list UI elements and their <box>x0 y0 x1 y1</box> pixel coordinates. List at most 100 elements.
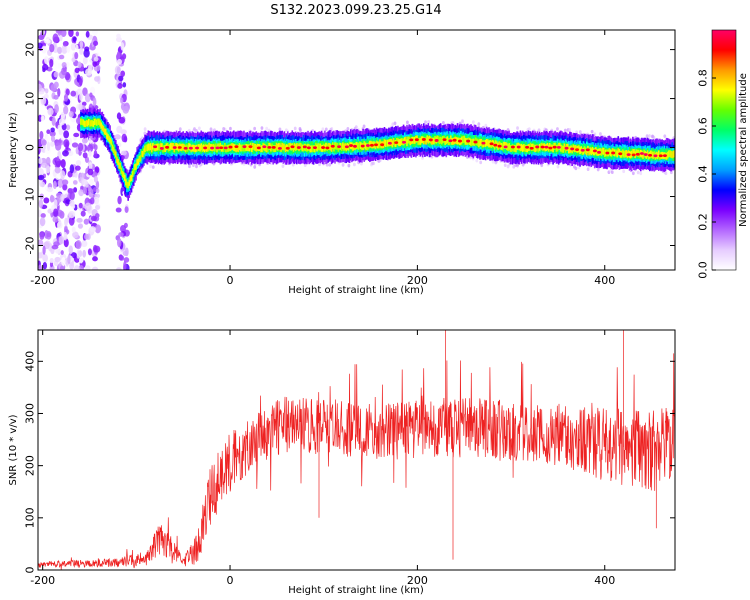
noise-speckle <box>56 221 63 229</box>
noise-speckle <box>45 156 51 166</box>
ridge-band <box>406 139 408 147</box>
ridge-band <box>99 120 101 127</box>
ridge-band <box>476 139 479 146</box>
noise-speckle <box>46 186 54 193</box>
ridge-band <box>403 137 406 145</box>
ridge-peak <box>352 144 357 148</box>
ridge-band <box>90 120 92 127</box>
noise-speckle <box>38 174 45 181</box>
y-tick-label: 0 <box>24 144 37 151</box>
ridge-band <box>650 150 652 158</box>
colorbar-ticks: 0.0 0.2 0.4 0.6 0.8 <box>697 69 716 279</box>
ridge-band <box>397 138 399 146</box>
noise-speckle <box>63 105 69 115</box>
noise-speckle <box>75 239 82 250</box>
ridge-band <box>208 142 210 150</box>
ridge-band <box>400 138 403 146</box>
ridge-peak <box>466 139 471 143</box>
ridge-band <box>533 144 535 152</box>
noise-speckle <box>72 36 77 42</box>
ridge-band <box>529 142 532 150</box>
noise-speckle <box>69 199 75 207</box>
noise-speckle <box>77 250 82 257</box>
noise-speckle <box>46 129 51 135</box>
ridge-band <box>425 137 427 145</box>
noise-speckle <box>88 150 92 157</box>
snr-marks <box>38 330 675 570</box>
ridge-peak <box>618 152 623 156</box>
ridge-halo-speckle <box>663 134 667 138</box>
noise-speckle <box>63 139 70 148</box>
noise-speckle <box>64 225 68 235</box>
noise-speckle <box>62 179 69 186</box>
noise-speckle <box>95 188 100 194</box>
ridge-peak <box>369 143 374 147</box>
ridge-halo-speckle <box>151 165 155 169</box>
noise-speckle <box>46 141 51 151</box>
ridge-band <box>132 168 135 175</box>
ridge-band <box>385 139 388 147</box>
ridge-band <box>140 150 143 157</box>
ridge-band <box>525 145 527 153</box>
ridge-band <box>144 145 146 152</box>
noise-speckle <box>121 150 127 156</box>
noise-speckle <box>65 124 71 131</box>
ridge-halo-speckle <box>209 127 213 132</box>
ridge-band <box>122 172 125 179</box>
x-tick-label: -200 <box>30 574 55 587</box>
noise-speckle <box>74 67 80 74</box>
x-tick-label: 400 <box>594 574 615 587</box>
ridge-halo-speckle <box>477 122 481 126</box>
ridge-peak <box>585 148 590 152</box>
ridge-band <box>127 182 129 189</box>
noise-speckle <box>41 139 47 146</box>
noise-speckle <box>38 199 44 209</box>
ridge-halo-speckle <box>645 134 649 138</box>
ridge-band <box>311 145 314 153</box>
ridge-band <box>387 139 389 147</box>
x-tick-label: 0 <box>227 574 234 587</box>
ridge-band <box>669 150 671 157</box>
ridge-band <box>471 138 473 146</box>
ridge-peak <box>267 145 272 149</box>
ridge-band <box>117 158 119 165</box>
noise-speckle <box>116 51 121 61</box>
noise-speckle <box>77 223 84 229</box>
noise-speckle <box>87 248 92 256</box>
noise-speckle <box>93 149 98 158</box>
ridge-band <box>110 139 113 146</box>
ridge-halo-speckle <box>590 129 594 134</box>
ridge-band <box>192 144 195 152</box>
noise-speckle <box>81 179 88 185</box>
ridge-peak <box>344 145 349 149</box>
ridge-band <box>503 141 506 149</box>
ridge-halo-speckle <box>578 130 582 134</box>
noise-speckle <box>50 135 56 142</box>
x-tick-label: 400 <box>594 274 615 287</box>
ridge-peak <box>242 145 247 149</box>
ridge-band <box>562 145 565 153</box>
ridge-band <box>357 142 360 150</box>
noise-speckle <box>120 42 125 51</box>
noise-speckle <box>60 111 66 119</box>
x-tick-label: 200 <box>407 274 428 287</box>
ridge-band <box>508 143 511 150</box>
ridge-band <box>586 148 588 156</box>
ridge-halo-speckle <box>222 126 226 131</box>
noise-speckle <box>89 92 93 98</box>
ridge-band <box>97 118 99 125</box>
ridge-band <box>282 143 285 151</box>
ridge-band <box>383 139 386 147</box>
ridge-halo-speckle <box>491 159 495 164</box>
noise-speckle <box>117 237 122 248</box>
ridge-halo-speckle <box>639 171 643 176</box>
ridge-band <box>335 142 337 150</box>
ridge-halo-speckle <box>427 120 431 124</box>
ridge-band <box>608 148 611 156</box>
ridge-band <box>579 147 581 155</box>
ridge-band <box>89 120 91 127</box>
noise-speckle <box>79 47 84 55</box>
ridge-peak <box>535 145 540 149</box>
ridge-band <box>253 143 255 151</box>
ridge-band <box>279 143 281 151</box>
